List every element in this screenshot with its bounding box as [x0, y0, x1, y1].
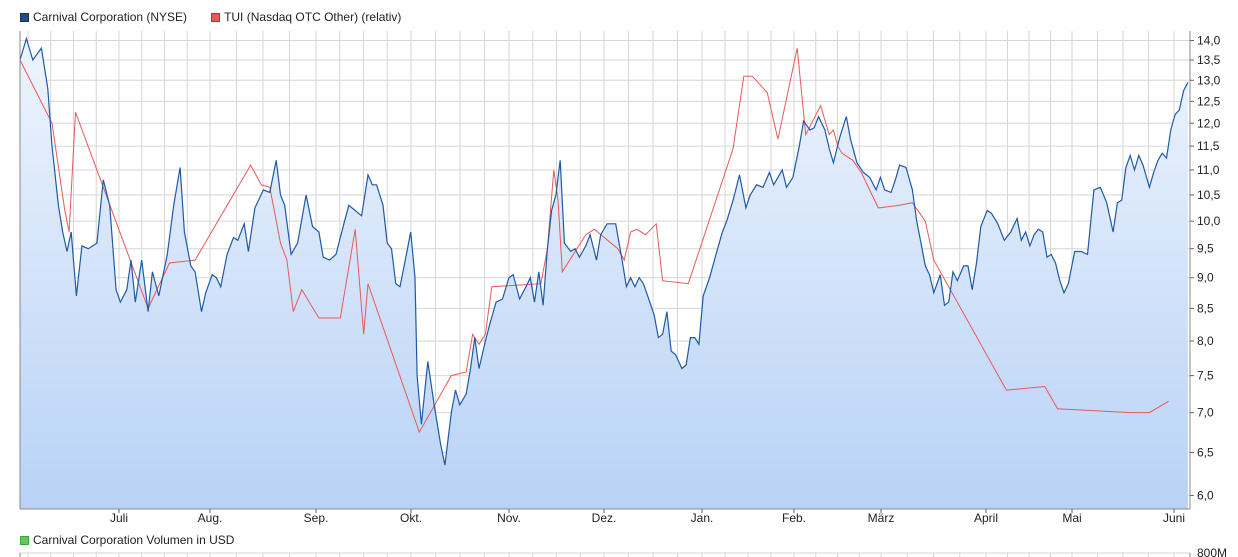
y-tick-label: 12,0	[1197, 116, 1221, 130]
x-tick-label: Nov.	[497, 511, 521, 525]
series2-line	[19, 48, 1169, 434]
x-tick-label: Juni	[1163, 511, 1185, 525]
y-tick-label: 11,0	[1197, 163, 1220, 177]
x-tick-label: Aug.	[198, 511, 223, 525]
legend-swatch-volume	[20, 535, 29, 545]
x-tick-label: Juli	[110, 511, 128, 525]
x-tick-label: Sep.	[304, 511, 329, 525]
y-tick-label: 13,5	[1197, 53, 1221, 67]
legend-item-series1: Carnival Corporation (NYSE)	[20, 10, 187, 24]
y-tick-label: 10,0	[1197, 214, 1221, 228]
legend-swatch-series2	[211, 12, 221, 22]
legend-item-volume: Carnival Corporation Volumen in USD	[20, 533, 234, 547]
legend-label-series2: TUI (Nasdaq OTC Other) (relativ)	[224, 10, 402, 24]
y-axis-ticks: 14,0 13,5 13,0 12,5 12,0 11,5 11,0 10,5 10,0 9,5 9…	[1190, 34, 1221, 502]
series1-line	[19, 36, 1189, 466]
x-tick-label: März	[868, 511, 895, 525]
y-tick-label: 14,0	[1197, 34, 1221, 48]
y-tick-label: 7,5	[1197, 369, 1214, 383]
chart-frame	[19, 31, 1191, 510]
y-tick-label: 12,5	[1197, 94, 1221, 108]
x-tick-label: Mai	[1062, 511, 1081, 525]
legend-label-series1: Carnival Corporation (NYSE)	[33, 10, 188, 24]
y-tick-label: 6,5	[1197, 445, 1214, 459]
y-tick-label: 7,0	[1197, 406, 1214, 420]
y-tick-label: 6,0	[1197, 488, 1214, 502]
y-tick-label: 8,0	[1197, 334, 1214, 348]
y-tick-label: 11,5	[1197, 139, 1220, 153]
y-tick-label: 9,0	[1197, 271, 1214, 285]
volume-legend: Carnival Corporation Volumen in USD	[20, 532, 258, 548]
y-tick-label: 9,5	[1197, 242, 1214, 256]
x-tick-label: Feb.	[782, 511, 806, 525]
y-tick-label: 13,0	[1197, 73, 1221, 87]
legend-swatch-series1	[20, 12, 29, 22]
volume-panel: 800M	[19, 546, 1227, 557]
y-tick-label: 10,5	[1197, 188, 1221, 202]
x-tick-label: Dez.	[592, 511, 617, 525]
x-tick-label: Jan.	[691, 511, 714, 525]
legend-label-volume: Carnival Corporation Volumen in USD	[33, 533, 235, 547]
y-tick-label: 8,5	[1197, 301, 1214, 315]
volume-y-tick-label: 800M	[1197, 546, 1227, 557]
chart-legend: Carnival Corporation (NYSE) TUI (Nasdaq …	[20, 9, 425, 25]
legend-item-series2: TUI (Nasdaq OTC Other) (relativ)	[211, 10, 401, 24]
x-axis-ticks: Juli Aug. Sep. Okt. Nov. Dez. Jan. Feb. März Apri…	[110, 509, 1185, 525]
x-tick-label: April	[974, 511, 998, 525]
series1-area-fill	[20, 38, 1188, 509]
x-tick-label: Okt.	[400, 511, 422, 525]
